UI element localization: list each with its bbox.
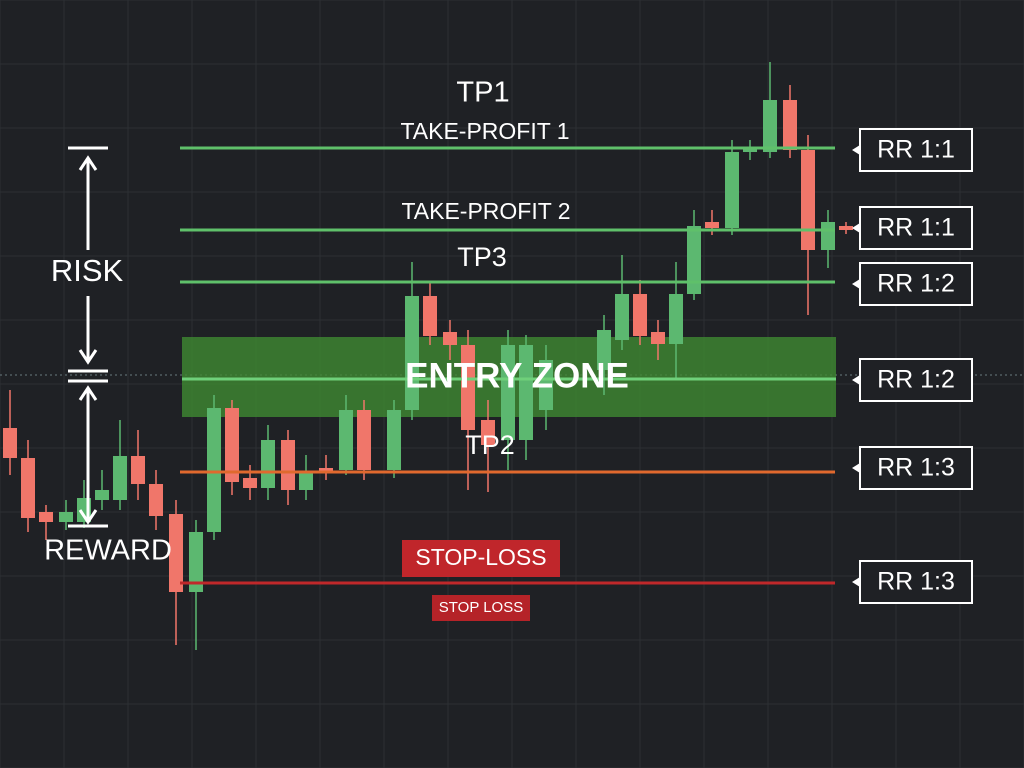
candle-body xyxy=(705,222,719,228)
rr-pointer xyxy=(852,145,860,155)
candle-body xyxy=(261,440,275,488)
reward-label: REWARD xyxy=(44,535,172,567)
rr-label: RR 1:3 xyxy=(877,454,955,482)
candle-body xyxy=(3,428,17,458)
rr-label: RR 1:2 xyxy=(877,270,955,298)
rr-box xyxy=(859,446,973,490)
candle-body xyxy=(113,456,127,500)
stop-loss-small-badge xyxy=(432,595,530,621)
rr-pointer xyxy=(852,577,860,587)
rr-box xyxy=(859,128,973,172)
candle-body xyxy=(461,345,475,430)
rr-pointer xyxy=(852,463,860,473)
rr-pointer xyxy=(852,223,860,233)
candle-body xyxy=(669,294,683,344)
candles xyxy=(3,62,853,650)
candle-body xyxy=(319,468,333,472)
tp1-label: TP1 xyxy=(456,77,509,109)
candle-body xyxy=(539,360,553,410)
candle-body xyxy=(597,330,611,370)
candle-body xyxy=(281,440,295,490)
risk-label: RISK xyxy=(51,253,124,288)
rr-label: RR 1:3 xyxy=(877,568,955,596)
candle-body xyxy=(357,410,371,470)
candle-body xyxy=(651,332,665,344)
candle-body xyxy=(743,148,757,152)
candle-body xyxy=(189,532,203,592)
candle-body xyxy=(687,226,701,294)
candle-body xyxy=(339,410,353,470)
stop-loss-label: STOP-LOSS xyxy=(415,544,546,570)
candle-body xyxy=(821,222,835,250)
candle-body xyxy=(39,512,53,522)
candle-body xyxy=(801,150,815,250)
candle-body xyxy=(207,408,221,532)
candle-body xyxy=(481,420,495,445)
stop-loss-small-label: STOP LOSS xyxy=(439,599,524,616)
rr-label: RR 1:1 xyxy=(877,136,955,164)
candle-body xyxy=(387,410,401,470)
candle-body xyxy=(95,490,109,500)
rr-pointer xyxy=(852,279,860,289)
candle-body xyxy=(423,296,437,336)
candle-body xyxy=(299,472,313,490)
entry-zone-label: ENTRY ZONE xyxy=(405,356,629,395)
tp3-label: TP3 xyxy=(457,242,507,272)
candle-body xyxy=(763,100,777,152)
take-profit-2-label: TAKE-PROFIT 2 xyxy=(401,198,570,224)
candle-body xyxy=(131,456,145,484)
tp2-label: TP2 xyxy=(465,430,515,460)
candle-body xyxy=(501,345,515,440)
candle-body xyxy=(725,152,739,228)
stop-loss-badge xyxy=(402,540,560,577)
candle-body xyxy=(839,226,853,230)
candle-body xyxy=(615,294,629,340)
rr-label: RR 1:2 xyxy=(877,366,955,394)
candle-body xyxy=(243,478,257,488)
candle-body xyxy=(225,408,239,482)
candle-body xyxy=(169,514,183,592)
candle-body xyxy=(149,484,163,516)
candle-body xyxy=(405,296,419,410)
rr-box xyxy=(859,262,973,306)
rr-pointer xyxy=(852,375,860,385)
rr-boxes: RR 1:1 RR 1:1 RR 1:2 RR 1:2 RR 1:3 RR 1:3 xyxy=(852,128,973,604)
candle-body xyxy=(21,458,35,518)
risk-reward-marker xyxy=(68,146,108,528)
candle-body xyxy=(633,294,647,336)
candle-body xyxy=(783,100,797,150)
candle-body xyxy=(59,512,73,522)
rr-box xyxy=(859,206,973,250)
take-profit-1-label: TAKE-PROFIT 1 xyxy=(400,118,569,144)
rr-label: RR 1:1 xyxy=(877,214,955,242)
candle-body xyxy=(443,332,457,345)
candle-body xyxy=(519,345,533,440)
rr-box xyxy=(859,358,973,402)
